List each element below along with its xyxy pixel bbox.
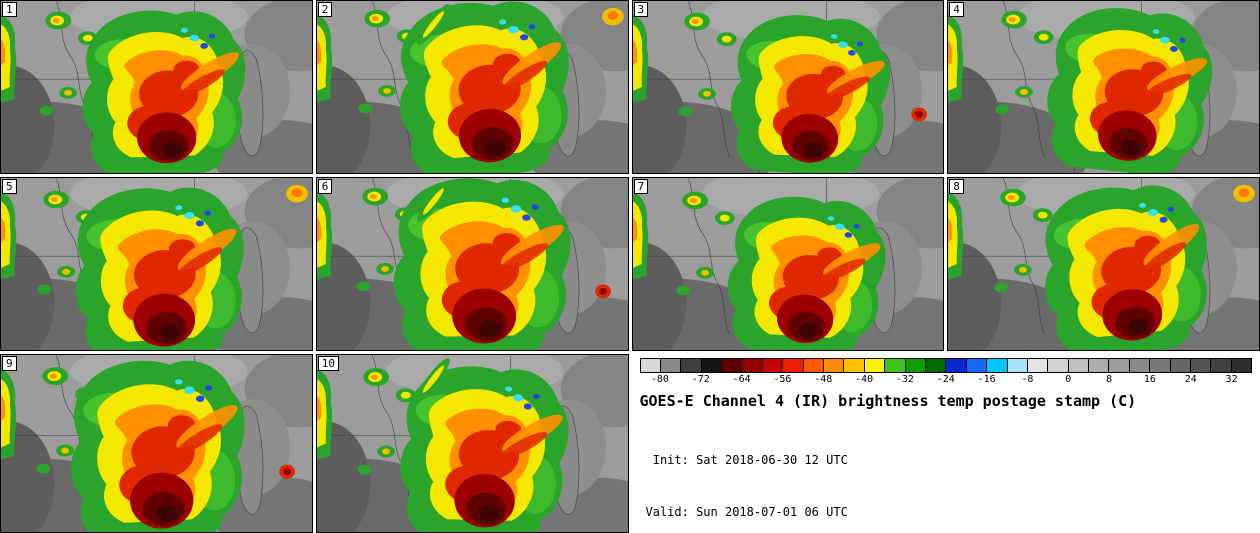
member-panel-9: 9: [0, 354, 313, 533]
colorbar-segment: [1068, 359, 1090, 372]
ir-satellite-map: [316, 355, 628, 532]
panel-number-label: 1: [2, 2, 17, 17]
member-panel-6: 6: [315, 177, 629, 351]
colorbar-tick: -56: [773, 374, 792, 385]
colorbar-tick: -16: [977, 374, 996, 385]
panel-number-label: 2: [317, 2, 333, 17]
colorbar-tick: 16: [1143, 374, 1156, 385]
colorbar-segment: [1007, 359, 1028, 372]
panel-number-label: 9: [2, 356, 17, 371]
colorbar-segment: [1191, 359, 1212, 372]
colorbar-segment: [824, 359, 845, 372]
colorbar-segment: [742, 359, 763, 372]
colorbar-segment: [966, 359, 988, 372]
colorbar-tick: -72: [691, 374, 710, 385]
colorbar-tick: -40: [855, 374, 874, 385]
colorbar-segment: [1150, 359, 1171, 372]
colorbar-segment: [946, 359, 967, 372]
member-panel-10: 10: [315, 354, 629, 533]
ir-satellite-map: [632, 1, 944, 173]
member-panel-3: 3: [631, 0, 945, 174]
colorbar-tick-labels: -80 -72 -64 -56 -48 -40 -32 -24 -16 -8 0 8 16 24 32: [640, 374, 1253, 386]
panel-number-label: 4: [949, 2, 964, 17]
ir-satellite-map: [632, 178, 944, 350]
colorbar-tick: 32: [1225, 374, 1238, 385]
member-panel-5: 5: [0, 177, 313, 351]
colorbar-segment: [1027, 359, 1049, 372]
colorbar-segment: [987, 359, 1008, 372]
colorbar-tick: -24: [936, 374, 955, 385]
legend-area: -80 -72 -64 -56 -48 -40 -32 -24 -16 -8 0 8 16 24 32 GO…: [631, 354, 1260, 533]
colorbar-tick: -8: [1021, 374, 1034, 385]
colorbar-segment: [762, 359, 784, 372]
panel-number-label: 6: [317, 179, 333, 194]
colorbar-tick: -32: [895, 374, 914, 385]
init-valid-times: Init: Sat 2018-06-30 12 UTC Valid: Sun 2…: [646, 417, 1260, 533]
member-panel-8: 8: [947, 177, 1260, 351]
colorbar-tick: 24: [1184, 374, 1197, 385]
colorbar-tick: 0: [1065, 374, 1072, 385]
colorbar: [639, 358, 1252, 373]
colorbar-segment: [1129, 359, 1151, 372]
colorbar-tick: -48: [814, 374, 833, 385]
member-panel-4: 4: [947, 0, 1260, 174]
panel-number-label: 5: [2, 179, 17, 194]
colorbar-segment: [1231, 359, 1252, 372]
colorbar-tick: 8: [1106, 374, 1113, 385]
panel-number-label: 10: [317, 356, 339, 371]
colorbar-segment: [783, 359, 804, 372]
colorbar-segment: [1170, 359, 1192, 372]
colorbar-segment: [701, 359, 723, 372]
ir-satellite-map: [1, 355, 312, 532]
member-panel-2: 2: [315, 0, 629, 174]
colorbar-segment: [803, 359, 825, 372]
colorbar-segment: [722, 359, 743, 372]
colorbar-segment: [640, 359, 661, 372]
panel-number-label: 7: [633, 179, 649, 194]
member-panel-1: 1: [0, 0, 313, 174]
panel-number-label: 3: [633, 2, 649, 17]
ir-satellite-map: [1, 1, 312, 173]
member-panel-7: 7: [631, 177, 945, 351]
ir-satellite-map: [948, 1, 1259, 173]
colorbar-segment: [1211, 359, 1232, 372]
colorbar-segment: [1089, 359, 1110, 372]
ir-satellite-map: [948, 178, 1259, 350]
colorbar-segment: [844, 359, 865, 372]
colorbar-tick: -80: [650, 374, 669, 385]
ir-satellite-map: [316, 178, 628, 350]
figure-title: GOES-E Channel 4 (IR) brightness temp po…: [639, 392, 1137, 410]
init-time: Init: Sat 2018-06-30 12 UTC: [645, 452, 848, 467]
colorbar-segment: [1109, 359, 1130, 372]
colorbar-segment: [660, 359, 682, 372]
colorbar-segment: [905, 359, 926, 372]
colorbar-segment: [681, 359, 702, 372]
valid-time: Valid: Sun 2018-07-01 06 UTC: [645, 504, 848, 519]
colorbar-segment: [885, 359, 906, 372]
colorbar-segment: [1048, 359, 1069, 372]
ir-satellite-map: [1, 178, 312, 350]
colorbar-segment: [864, 359, 886, 372]
panel-number-label: 8: [949, 179, 964, 194]
colorbar-segment: [925, 359, 947, 372]
ir-satellite-map: [316, 1, 628, 173]
colorbar-tick: -64: [732, 374, 751, 385]
